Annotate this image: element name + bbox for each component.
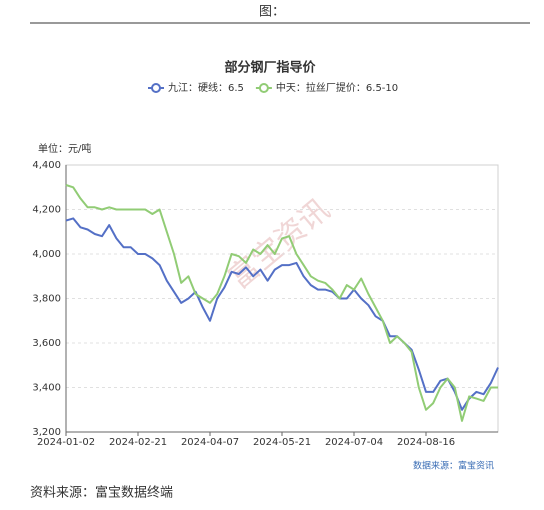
x-tick-label: 2024-04-07 xyxy=(181,437,239,448)
y-tick-label: 4,000 xyxy=(32,249,61,260)
legend-marker xyxy=(258,83,269,93)
y-tick-label: 3,400 xyxy=(32,383,61,394)
y-tick-label: 3,600 xyxy=(32,338,61,349)
series-line xyxy=(65,184,498,422)
x-tick-label: 2024-08-16 xyxy=(397,437,455,448)
credit: 数据来源：富宝资讯 xyxy=(413,460,494,472)
source: 资料来源：富宝数据终端 xyxy=(30,485,173,501)
header: 图： xyxy=(259,5,285,20)
y-tick-label: 3,800 xyxy=(32,294,61,305)
x-tick-label: 2024-01-02 xyxy=(37,437,95,448)
y-tick-label: 4,400 xyxy=(32,160,61,171)
series-line xyxy=(65,217,499,411)
y-tick-label: 3,200 xyxy=(32,427,61,438)
chart-title: 部分钢厂指导价 xyxy=(224,60,316,76)
y-tick-label: 4,200 xyxy=(32,205,61,216)
x-tick-label: 2024-02-21 xyxy=(109,437,167,448)
unit-label: 单位：元/吨 xyxy=(38,142,91,155)
x-tick-label: 2024-05-21 xyxy=(253,437,311,448)
legend-label: 中天：拉丝厂提价：6.5-10 xyxy=(276,81,398,94)
legend-marker xyxy=(151,83,161,93)
x-tick-label: 2024-07-04 xyxy=(325,437,383,448)
legend-label: 九江：硬线：6.5 xyxy=(168,81,244,94)
